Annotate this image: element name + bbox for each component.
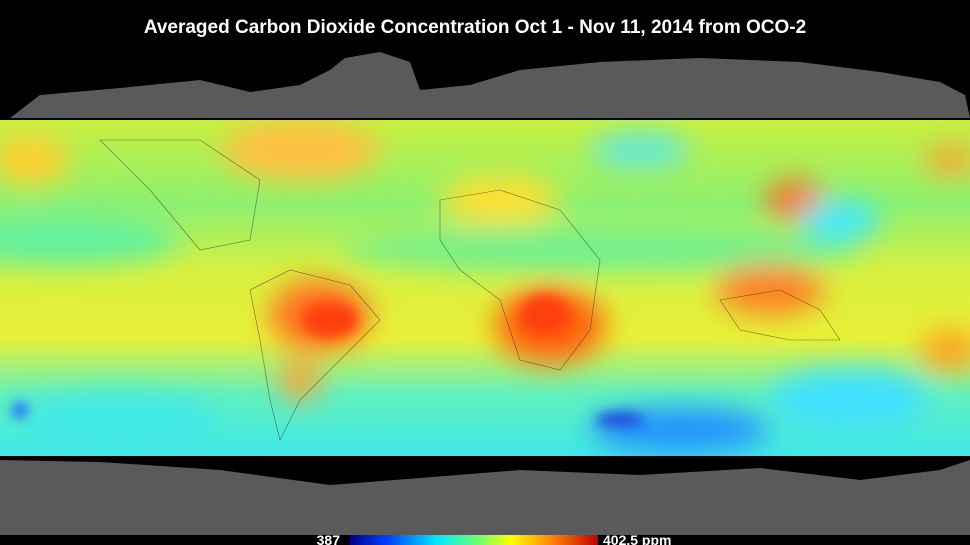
colorbar-max-label: 402.5 ppm bbox=[603, 532, 671, 545]
colorbar-min-label: 387 bbox=[317, 532, 341, 545]
co2-field bbox=[0, 120, 970, 456]
map-title: Averaged Carbon Dioxide Concentration Oc… bbox=[144, 17, 806, 38]
colorbar bbox=[350, 535, 598, 545]
land-silhouette bbox=[0, 52, 970, 535]
